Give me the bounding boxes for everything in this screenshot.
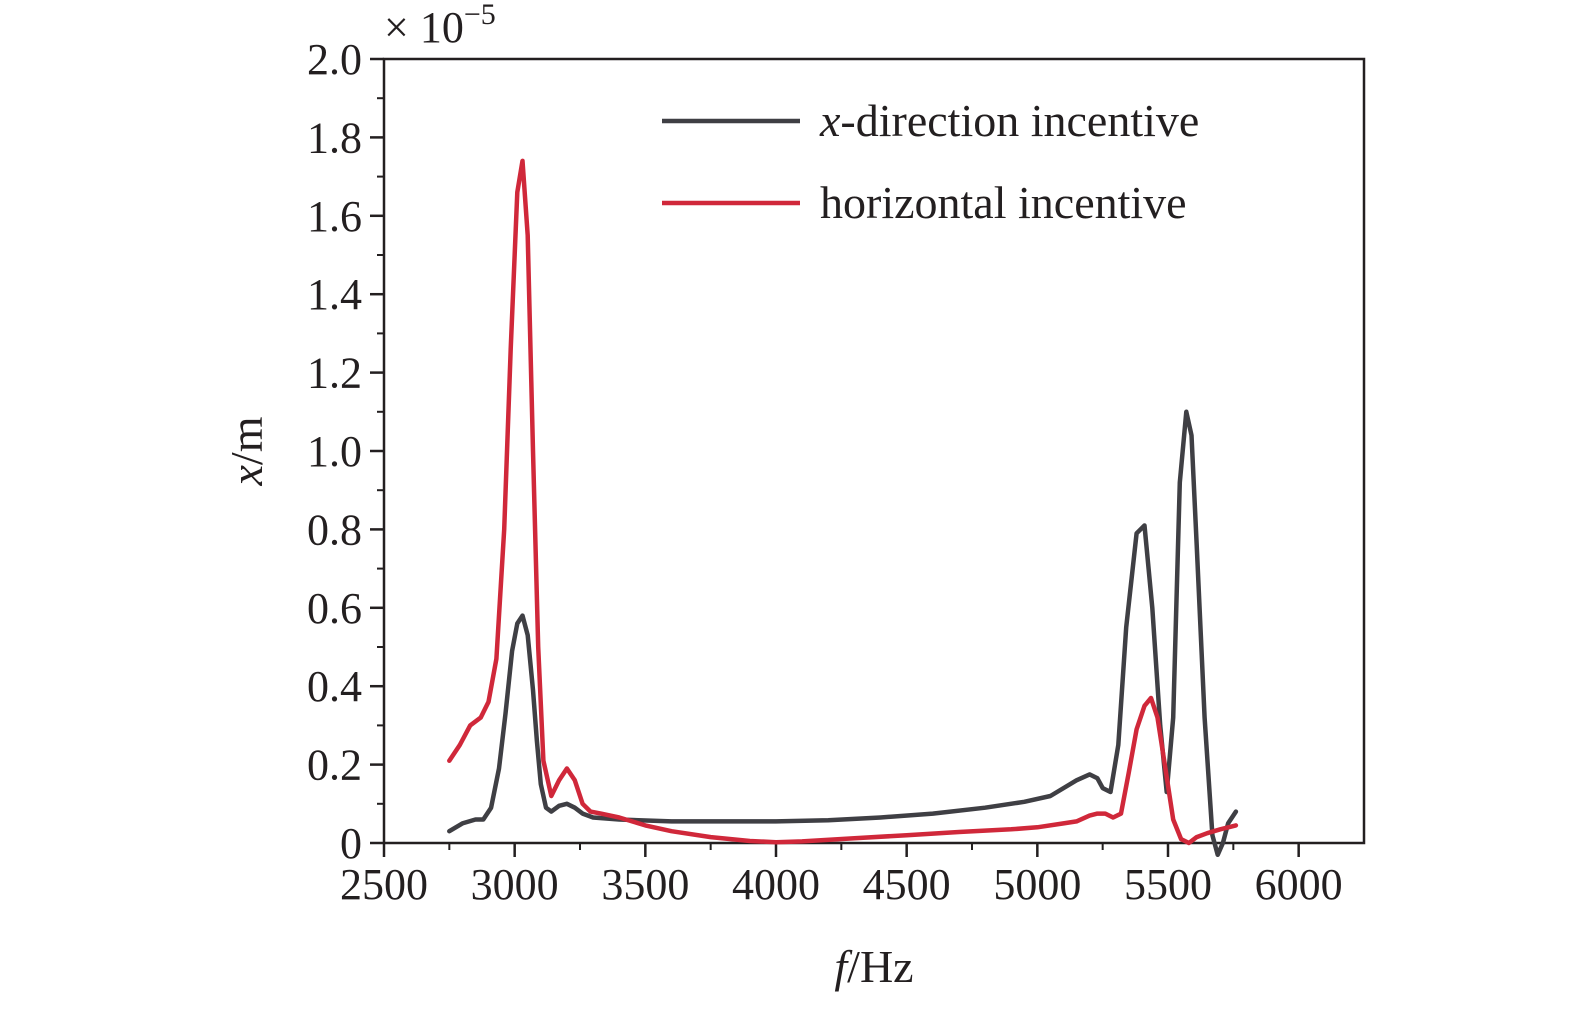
x-tick-label: 4500 (863, 860, 951, 909)
x-tick-label: 6000 (1255, 860, 1343, 909)
y-tick-label: 0.4 (307, 662, 362, 711)
x-tick-label: 5500 (1124, 860, 1212, 909)
series-line-x-direction (447, 409, 1239, 858)
legend-label-x-direction-italic: x (819, 95, 841, 146)
y-multiplier-prefix: × 10 (384, 3, 464, 52)
y-axis-label: x/m (221, 416, 272, 486)
legend-label-x-direction: x-direction incentive (819, 95, 1199, 146)
y-multiplier: × 10−5 (384, 0, 496, 52)
y-tick-label: 1.2 (307, 349, 362, 398)
y-multiplier-exponent: −5 (464, 0, 496, 31)
x-tick-label: 4000 (732, 860, 820, 909)
y-axis-label-rest: /m (221, 416, 272, 465)
y-tick-label: 0.8 (307, 505, 362, 554)
y-tick-label: 0 (340, 819, 362, 868)
x-axis-ticks: 2500 3000 3500 4000 4500 5000 5500 6000 (340, 843, 1343, 909)
y-tick-label: 1.4 (307, 270, 362, 319)
y-tick-label: 0.2 (307, 741, 362, 790)
legend-label-horizontal: horizontal incentive (820, 177, 1187, 228)
legend-label-horizontal-rest: horizontal incentive (820, 177, 1187, 228)
y-tick-label: 1.8 (307, 113, 362, 162)
legend-label-x-direction-rest: -direction incentive (840, 95, 1199, 146)
series-layer (447, 158, 1239, 858)
x-axis-label-rest: /Hz (847, 941, 913, 992)
legend: x-direction incentive horizontal incenti… (662, 95, 1199, 228)
y-axis-ticks: 0 0.2 0.4 0.6 0.8 1.0 1.2 1.4 1.6 1.8 2.0 (307, 35, 384, 868)
y-tick-label: 0.6 (307, 584, 362, 633)
x-axis-label: f/Hz (834, 941, 913, 992)
x-tick-label: 5000 (993, 860, 1081, 909)
y-tick-label: 1.6 (307, 192, 362, 241)
x-tick-label: 2500 (340, 860, 428, 909)
y-tick-label: 1.0 (307, 427, 362, 476)
y-axis-label-italic: x (221, 464, 272, 486)
x-tick-label: 3000 (471, 860, 559, 909)
series-line-horizontal (447, 158, 1239, 846)
x-tick-label: 3500 (601, 860, 689, 909)
y-tick-label: 2.0 (307, 35, 362, 84)
